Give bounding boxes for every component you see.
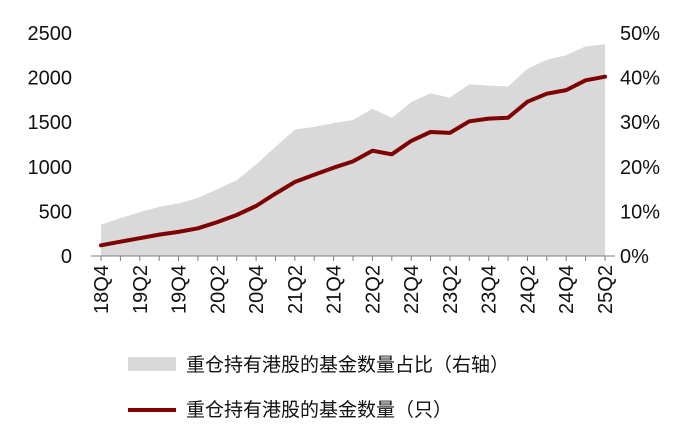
right-axis: 0% 10% 20% 30% 40% 50%: [620, 23, 660, 268]
x-tick-label: 24Q2: [518, 265, 540, 314]
legend: 重仓持有港股的基金数量占比（右轴） 重仓持有港股的基金数量（只）: [128, 354, 509, 421]
right-tick-label: 30%: [620, 112, 660, 134]
right-tick-label: 0%: [620, 246, 649, 268]
left-tick-label: 0: [61, 246, 72, 268]
x-tick-label: 19Q4: [169, 265, 191, 314]
left-tick-label: 500: [39, 201, 72, 223]
plot-area: [99, 44, 607, 257]
legend-label-area: 重仓持有港股的基金数量占比（右轴）: [186, 354, 509, 376]
x-tick-label: 20Q4: [246, 265, 268, 314]
right-tick-label: 10%: [620, 201, 660, 223]
x-tick-label: 24Q4: [556, 265, 578, 314]
x-tick-label: 25Q2: [595, 265, 617, 314]
right-tick-label: 20%: [620, 157, 660, 179]
left-tick-label: 1000: [28, 157, 73, 179]
left-tick-label: 2000: [28, 68, 73, 90]
legend-label-line: 重仓持有港股的基金数量（只）: [186, 399, 452, 421]
x-tick-label: 21Q2: [285, 265, 307, 314]
left-tick-label: 1500: [28, 112, 73, 134]
x-tick-label: 23Q4: [479, 265, 501, 314]
x-tick-label: 22Q4: [401, 265, 423, 314]
x-tick-label: 21Q4: [324, 265, 346, 314]
x-tick-label: 19Q2: [130, 265, 152, 314]
right-tick-label: 50%: [620, 23, 660, 45]
x-axis: 18Q4 19Q2 19Q4 20Q2 20Q4 21Q2 21Q4 22Q2 22Q4 23Q2…: [91, 255, 617, 314]
x-tick-label: 23Q2: [440, 265, 462, 314]
left-axis: 0 500 1000 1500 2000 2500: [28, 23, 73, 268]
series-area: [101, 44, 605, 257]
x-tick-label: 18Q4: [91, 265, 113, 314]
x-tick-label: 20Q2: [207, 265, 229, 314]
right-tick-label: 40%: [620, 68, 660, 90]
legend-swatch-area: [128, 357, 176, 371]
x-tick-label: 22Q2: [362, 265, 384, 314]
left-tick-label: 2500: [28, 23, 73, 45]
